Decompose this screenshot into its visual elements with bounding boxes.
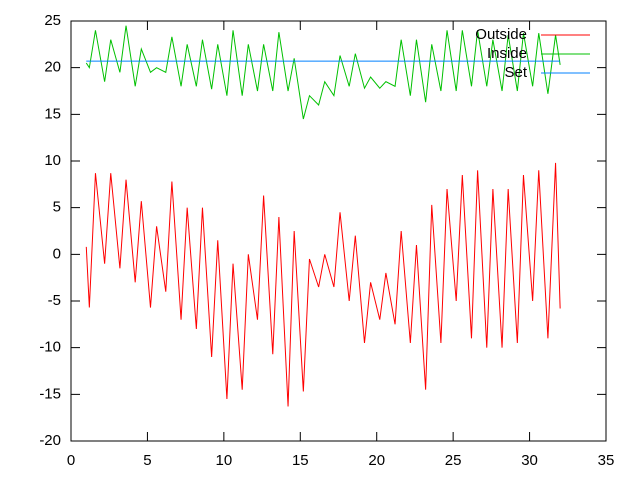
x-tick-label: 20 <box>368 452 385 469</box>
y-tick-label: 0 <box>53 245 61 262</box>
x-tick-label: 5 <box>143 452 151 469</box>
y-tick-label: -5 <box>48 292 61 309</box>
x-tick-label: 15 <box>292 452 309 469</box>
legend-label: Set <box>504 64 527 81</box>
legend-label: Outside <box>475 26 527 43</box>
y-tick-label: -10 <box>39 339 61 356</box>
y-tick-label: 10 <box>44 152 61 169</box>
x-tick-label: 10 <box>216 452 233 469</box>
y-tick-label: 5 <box>53 199 61 216</box>
x-tick-label: 30 <box>521 452 538 469</box>
y-tick-label: 20 <box>44 59 61 76</box>
y-tick-label: 25 <box>44 12 61 29</box>
series-line <box>85 25 561 120</box>
y-tick-label: 15 <box>44 105 61 122</box>
y-tick-label: -20 <box>39 432 61 449</box>
y-tick-label: -15 <box>39 385 61 402</box>
x-tick-label: 25 <box>445 452 462 469</box>
x-tick-label: 35 <box>598 452 615 469</box>
plot-frame <box>70 20 607 442</box>
legend-label: Inside <box>487 45 527 62</box>
series-line <box>85 162 561 407</box>
x-tick-label: 0 <box>67 452 75 469</box>
